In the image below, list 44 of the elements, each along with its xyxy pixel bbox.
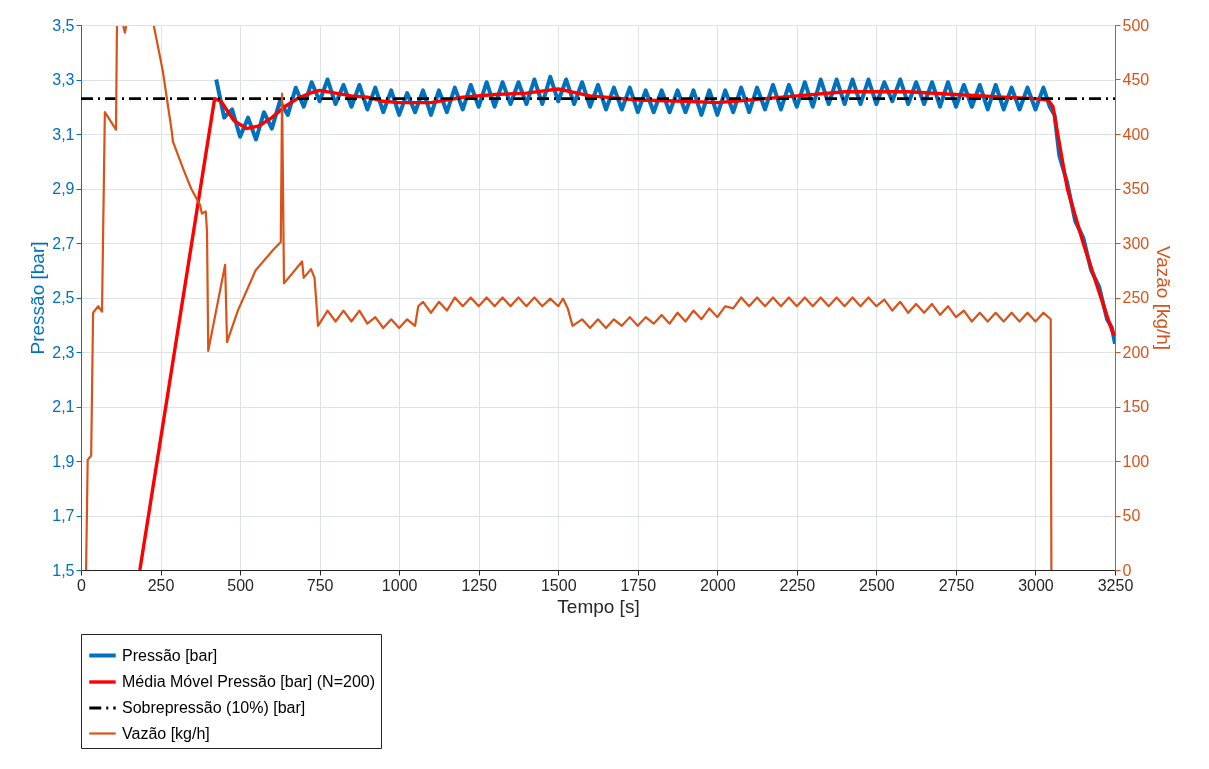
x-tick-label: 250 [147,576,175,594]
y-tick-label: 3,1 [52,125,75,143]
y2-tick-label: 350 [1122,180,1150,197]
y-tick-label: 3,3 [52,71,75,88]
x-tick-label: 2000 [700,576,736,594]
legend-label: Vazão [kg/h] [122,724,210,742]
y-tick-label: 3,5 [52,16,75,34]
legend-label: Pressão [bar] [122,646,218,664]
x-tick-label: 2500 [859,576,895,594]
y2-tick-label: 50 [1122,507,1141,524]
x-tick-label: 1250 [461,576,498,594]
y-tick-label: 2,1 [52,398,75,415]
y2-tick-label: 300 [1122,234,1150,252]
y-tick-label: 2,9 [52,180,75,197]
y2-tick-label: 150 [1122,398,1150,415]
y2-tick-label: 500 [1122,16,1150,34]
legend-label: Sobrepressão (10%) [bar] [122,699,306,716]
x-tick-label: 3250 [1097,576,1134,594]
x-tick-label: 0 [77,576,87,594]
x-tick-label: 750 [306,576,334,594]
y2-tick-label: 100 [1122,452,1150,470]
y-tick-label: 1,5 [52,561,75,579]
x-tick-label: 2750 [938,576,975,594]
y2-tick-label: 0 [1122,561,1132,579]
y-tick-label: 2,3 [52,343,75,361]
x-tick-label: 1500 [540,576,577,594]
y-tick-label: 1,7 [52,507,75,524]
y2-tick-label: 400 [1122,125,1150,143]
x-tick-label: 3000 [1018,576,1054,594]
y-tick-label: 1,9 [52,452,75,470]
y2-tick-label: 200 [1122,343,1150,361]
y-tick-label: 2,7 [52,234,75,252]
x-tick-label: 2250 [779,576,816,594]
x-axis-title: Tempo [s] [557,595,640,617]
y-tick-label: 2,5 [52,289,75,306]
x-tick-label: 1750 [620,576,657,594]
legend-label: Média Móvel Pressão [bar] (N=200) [122,673,375,690]
y-axis-title: Pressão [bar] [27,241,49,355]
x-tick-label: 1000 [381,576,418,594]
y2-tick-label: 450 [1122,71,1150,88]
y2-axis-title: Vazão [kg/h] [1153,245,1175,351]
y2-tick-label: 250 [1122,289,1150,306]
x-tick-label: 500 [227,576,255,594]
line-series [138,87,1115,570]
